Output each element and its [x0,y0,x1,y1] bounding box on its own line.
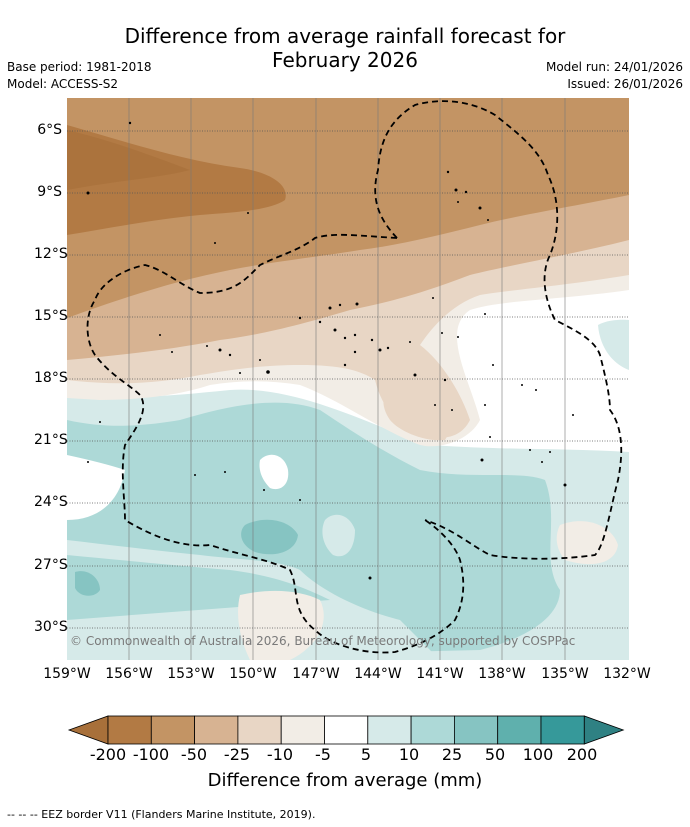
lon-label-132w: 132°W [603,666,651,682]
colorbar-label: -25 [223,745,251,764]
colorbar-extend-low [67,715,109,745]
lon-label-153w: 153°W [167,666,215,682]
colorbar-label: 5 [360,745,372,764]
title-line-2: February 2026 [272,48,418,72]
lon-label-135w: 135°W [541,666,589,682]
colorbar-label: 10 [398,745,420,764]
colorbar-label: -100 [132,745,170,764]
colorbar-segment [280,715,325,745]
lat-label-15s: 15°S [34,308,68,324]
colorbar-title: Difference from average (mm) [207,770,483,791]
colorbar-segment [237,715,282,745]
near-average-patch-3 [67,455,125,520]
lon-label-150w: 150°W [229,666,277,682]
lat-label-27s: 27°S [34,557,68,573]
colorbar-segment [540,715,585,745]
eez-borders [86,100,623,654]
wet-patch-east [598,319,629,370]
lon-label-147w: 147°W [292,666,340,682]
colorbar-segment [194,715,239,745]
colorbar-label: -200 [89,745,127,764]
colorbar-label: -50 [180,745,208,764]
lat-label-18s: 18°S [34,370,68,386]
colorbar-extend-high [583,715,625,745]
colorbar-label: -5 [315,745,331,764]
near-average-patch-1 [259,454,289,490]
colorbar-label: -10 [266,745,294,764]
positive-anomaly-50-100 [241,519,298,555]
colorbar-segment [324,715,369,745]
negative-anomaly-200-plus [67,130,190,190]
colorbar [67,715,625,745]
lat-label-30s: 30°S [34,619,68,635]
lat-label-24s: 24°S [34,494,68,510]
lat-label-6s: 6°S [37,122,62,138]
colorbar-segment [107,715,152,745]
lon-label-138w: 138°W [478,666,526,682]
negative-anomaly-50-100 [67,98,629,318]
meta-right: Model run: 24/01/2026 Issued: 26/01/2026 [546,59,683,93]
meta-left: Base period: 1981-2018 Model: ACCESS-S2 [7,59,152,93]
colorbar-label: 50 [484,745,506,764]
colorbar-segment [410,715,455,745]
colorbar-segment [150,715,196,745]
model-run: Model run: 24/01/2026 [545,60,683,74]
colorbar-label: 100 [522,745,554,764]
colorbar-label: 25 [441,745,463,764]
lat-label-9s: 9°S [37,184,62,200]
title-line-1: Difference from average rainfall forecas… [124,24,566,48]
lon-label-144w: 144°W [354,666,402,682]
lat-label-21s: 21°S [34,432,68,448]
colorbar-segment [367,715,412,745]
eez-footnote: -- -- -- EEZ border V11 (Flanders Marine… [7,808,316,821]
positive-anomaly-50-100-west [75,571,100,596]
near-average-patch-2 [322,514,355,557]
model-name: Model: ACCESS-S2 [7,77,119,91]
rainfall-anomaly-field [67,98,629,660]
lon-label-156w: 156°W [105,666,153,682]
lon-label-159w: 159°W [43,666,91,682]
dry-patch-south [238,590,324,660]
lat-label-12s: 12°S [34,246,68,262]
copyright-notice: © Commonwealth of Australia 2026, Bureau… [70,634,576,648]
map-meridians [128,98,566,660]
colorbar-segment [453,715,499,745]
dry-patch-inner [383,379,451,441]
colorbar-segment [497,715,542,745]
map-title: Difference from average rainfall forecas… [0,24,690,72]
issued-date: Issued: 26/01/2026 [567,77,683,91]
colorbar-label: 200 [566,745,598,764]
base-period: Base period: 1981-2018 [7,60,152,74]
lon-label-141w: 141°W [416,666,464,682]
dry-patch-southeast [556,521,618,565]
islands [86,121,574,580]
map-gridlines [67,130,629,629]
